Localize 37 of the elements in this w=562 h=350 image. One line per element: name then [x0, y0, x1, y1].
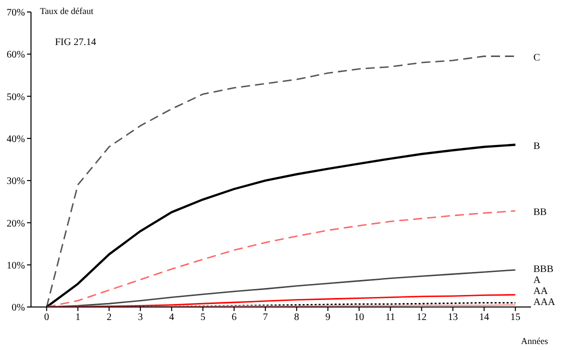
series-label: AA [533, 286, 549, 297]
series-label: AAA [533, 296, 556, 308]
x-tick-label: 13 [448, 312, 458, 324]
y-tick-label: 20% [6, 218, 25, 230]
x-tick-label: 14 [479, 312, 490, 324]
x-tick-label: 8 [294, 312, 300, 324]
text: A [533, 274, 542, 286]
x-tick-label: 5 [200, 312, 206, 324]
series-label: BBB [533, 264, 554, 275]
x-tick-label: 12 [416, 312, 427, 324]
y-tick-label: 70% [6, 8, 25, 19]
annotation: FIG 27.14 [55, 37, 96, 48]
series-label: B [533, 140, 540, 152]
series-label: BB [533, 206, 548, 218]
x-tick-label: 0 [44, 312, 50, 324]
y-tick-label: 0% [12, 302, 25, 314]
x-tick-label: 10 [354, 312, 364, 324]
x-tick-label: 11 [386, 312, 396, 324]
x-tick-label: 6 [232, 312, 237, 324]
x-tick-label: 15 [510, 312, 520, 324]
y-tick-label: 50% [6, 92, 25, 103]
x-axis-title: Années [521, 336, 548, 346]
x-tick-label: 2 [106, 312, 112, 324]
series-label: C [533, 52, 540, 64]
x-tick-label: 1 [75, 312, 80, 324]
x-tick-label: 7 [262, 312, 268, 324]
y-tick-label: 60% [6, 50, 25, 61]
line-series [46, 269, 516, 307]
y-tick-label: 30% [6, 176, 25, 188]
line-series [46, 56, 516, 307]
y-tick-label: 40% [6, 134, 25, 145]
x-tick-label: 4 [169, 312, 174, 324]
y-axis-title: Taux de défaut [40, 6, 94, 16]
x-tick-label: 9 [325, 312, 330, 324]
line-series [46, 210, 516, 307]
x-tick-label: 3 [138, 312, 143, 324]
y-tick-label: 10% [6, 260, 25, 272]
